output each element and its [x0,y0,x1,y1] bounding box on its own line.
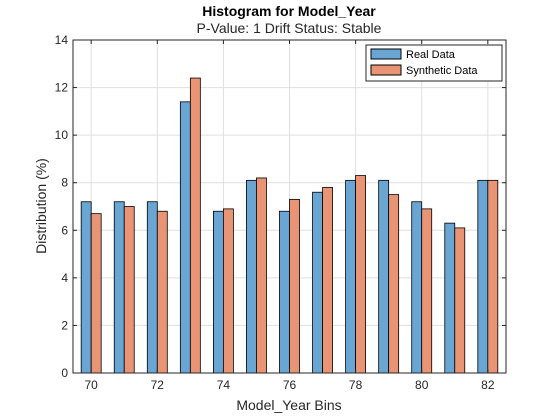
y-tick-label: 14 [55,33,69,47]
bar-real-data-77 [312,191,323,374]
bar-synthetic-data-81 [454,227,466,374]
bar-real-data-80 [411,201,423,374]
y-tick-label: 8 [61,176,68,190]
legend-swatch-real-data [370,48,402,60]
bar-synthetic-data-77 [322,187,333,374]
plot-area: 0 2 4 6 8 10 12 14 70 72 74 76 78 80 82 [55,33,507,392]
legend-label-real-data: Real Data [406,49,456,61]
legend-swatch-synthetic-data [370,64,402,76]
bar-synthetic-data-71 [123,206,135,374]
x-tick-label: 74 [217,378,231,392]
bar-synthetic-data-75 [256,177,267,374]
bar-real-data-70 [80,201,92,374]
bar-real-data-78 [345,179,357,374]
y-tick-label: 10 [55,128,69,142]
y-axis-label: Distribution (%) [33,158,49,254]
bar-synthetic-data-82 [487,179,499,374]
bar-real-data-75 [246,179,257,374]
bar-real-data-74 [212,210,224,374]
y-tick-label: 2 [61,318,68,332]
bar-synthetic-data-72 [156,210,168,374]
bars [80,77,499,374]
y-tick-label: 4 [61,271,68,285]
x-tick-label: 72 [151,378,165,392]
x-tick-label: 70 [84,378,98,392]
bar-real-data-72 [146,201,158,374]
legend: Real Data Synthetic Data [365,44,503,82]
bar-real-data-71 [113,201,125,374]
x-axis-label: Model_Year Bins [236,397,341,413]
bar-real-data-73 [179,101,191,374]
x-tick-label: 82 [481,378,495,392]
bar-real-data-79 [378,179,390,374]
y-tick-label: 12 [55,81,69,95]
bar-synthetic-data-80 [421,208,433,374]
y-tick-label: 0 [61,366,68,380]
bar-synthetic-data-76 [289,198,300,374]
bar-synthetic-data-70 [90,213,102,374]
bar-synthetic-data-79 [388,194,400,374]
bar-real-data-81 [444,222,456,374]
bar-synthetic-data-74 [222,208,234,374]
axis-ticks: 0 2 4 6 8 10 12 14 70 72 74 76 78 80 82 [55,33,506,392]
bar-real-data-76 [279,210,290,374]
x-tick-label: 76 [283,378,297,392]
chart-title: Histogram for Model_Year [202,3,376,19]
chart-subtitle: P-Value: 1 Drift Status: Stable [197,20,382,36]
bar-synthetic-data-73 [189,77,201,374]
legend-label-synthetic-data: Synthetic Data [406,65,478,77]
bar-synthetic-data-78 [355,175,367,374]
bar-real-data-82 [477,179,489,374]
x-tick-label: 80 [415,378,429,392]
y-tick-label: 6 [61,223,68,237]
x-tick-label: 78 [349,378,363,392]
